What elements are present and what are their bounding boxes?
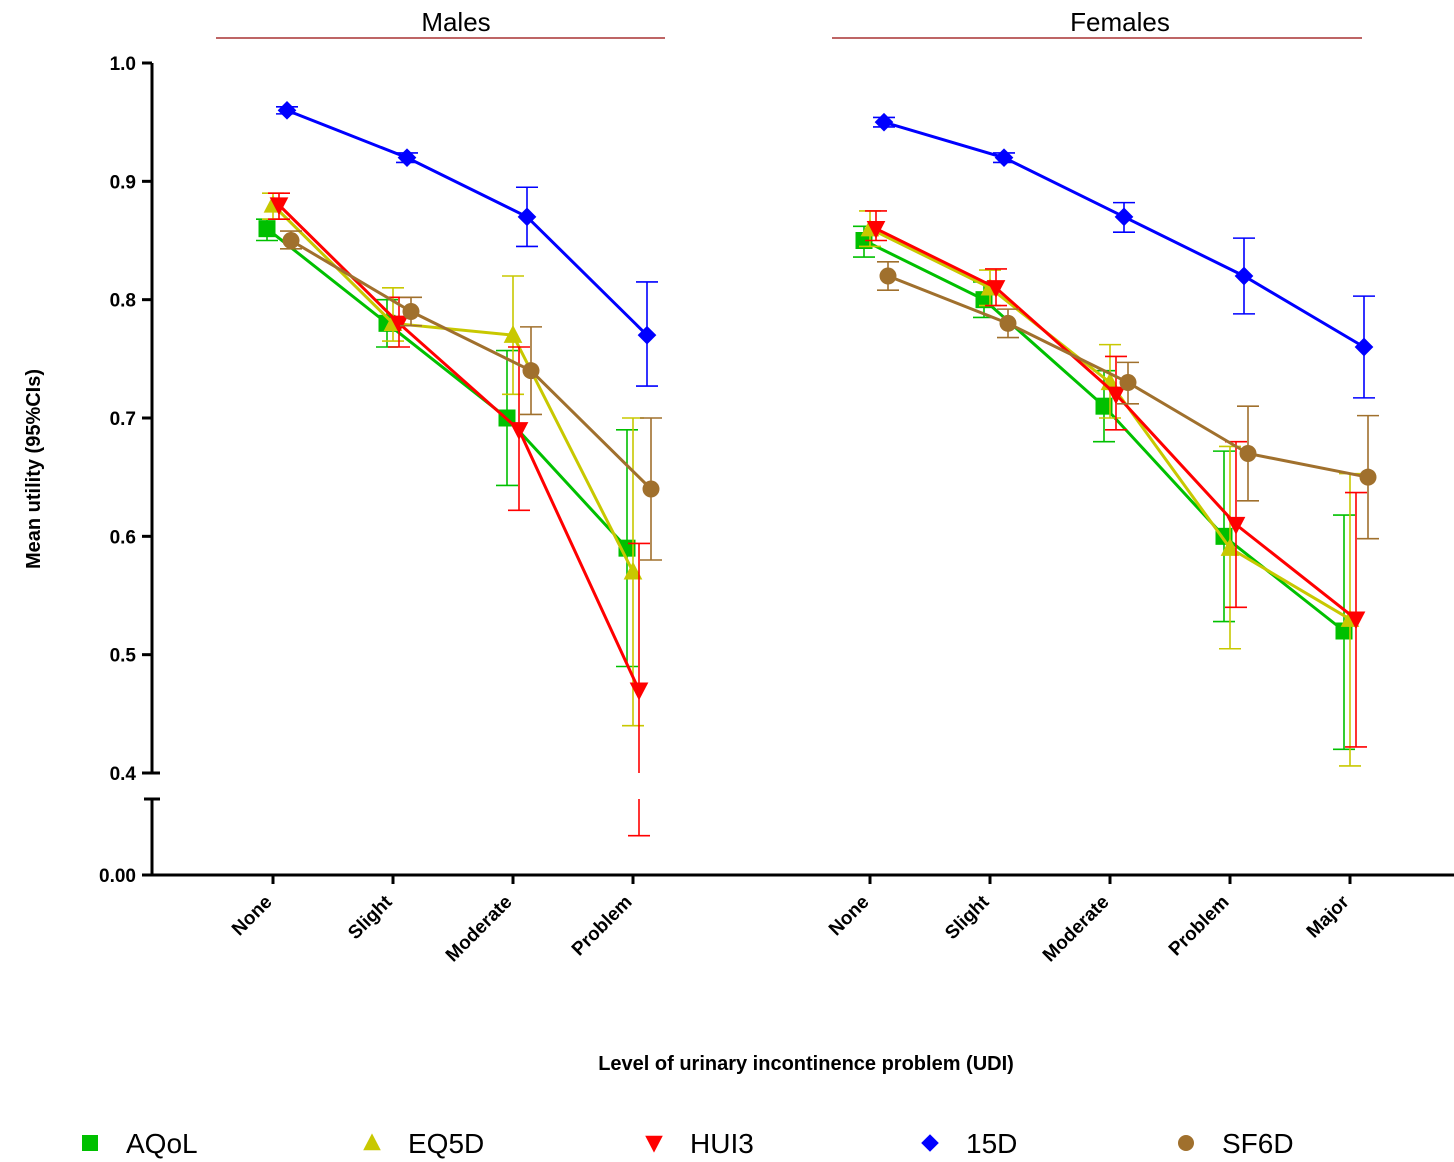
series-sf6d-males (280, 230, 662, 561)
data-point (986, 280, 1006, 299)
legend-label: SF6D (1222, 1128, 1294, 1159)
data-point (1106, 386, 1126, 405)
data-point (1095, 397, 1113, 415)
series-aqol-males (256, 218, 638, 668)
data-point (1114, 207, 1134, 227)
series-line (290, 239, 653, 491)
series-line (869, 227, 1351, 621)
series-sf6d-females (877, 260, 1379, 540)
data-point (866, 221, 886, 239)
legend-label: EQ5D (408, 1128, 484, 1159)
data-point (509, 422, 529, 441)
data-point (282, 232, 300, 249)
y-tick-label: 0.8 (110, 291, 136, 312)
legend-item-15d: 15D (921, 1128, 1017, 1159)
data-point (879, 267, 897, 285)
series-hui3-males (268, 192, 650, 837)
legend-item-sf6d: SF6D (1178, 1128, 1294, 1159)
legend-item-hui3: HUI3 (645, 1128, 754, 1159)
data-point (269, 197, 289, 216)
y-tick-label: 0.7 (110, 409, 136, 430)
data-point (258, 220, 276, 238)
series-line (277, 203, 641, 691)
legend-label: HUI3 (690, 1128, 754, 1159)
legend-label: 15D (966, 1128, 1017, 1159)
data-point (1346, 611, 1366, 630)
series-line (271, 203, 635, 573)
x-tick-label: Problem (1165, 892, 1234, 961)
x-tick-label: Major (1303, 891, 1354, 942)
panel-title-females: Females (1070, 7, 1170, 37)
y-tick-label: 0.9 (110, 172, 136, 193)
data-point (1359, 468, 1377, 486)
panel-title-males: Males (421, 7, 490, 37)
x-tick-label: Slight (941, 891, 994, 944)
y-tick-label: 1.0 (110, 54, 136, 75)
data-point (629, 682, 649, 701)
y-tick-label: 0.4 (110, 764, 137, 785)
series-eq5d-males (262, 192, 644, 727)
y-axis-label: Mean utility (95%CIs) (23, 369, 45, 569)
data-point (994, 148, 1014, 168)
series-hui3-females (865, 210, 1367, 748)
series-line (883, 120, 1365, 349)
legend-marker (1178, 1135, 1194, 1151)
y-tick-label: 0.00 (99, 866, 136, 887)
data-point (1239, 445, 1257, 462)
legend-marker (363, 1133, 381, 1151)
y-tick-label: 0.6 (110, 527, 136, 548)
y-tick-label: 0.5 (110, 646, 137, 667)
legend-marker (645, 1135, 663, 1153)
series-15d-males (276, 100, 658, 387)
data-point (1354, 337, 1374, 357)
legend-item-aqol: AQoL (82, 1128, 198, 1159)
data-point (1119, 374, 1137, 391)
data-point (642, 480, 660, 498)
data-point (1220, 537, 1240, 556)
x-tick-label: None (825, 892, 873, 940)
legend-label: AQoL (126, 1128, 198, 1159)
series-aqol-females (853, 225, 1355, 751)
data-point (277, 100, 297, 120)
series-line (286, 108, 649, 337)
data-point (389, 315, 409, 334)
series-line (266, 227, 629, 550)
data-point (637, 325, 657, 345)
data-point (402, 303, 420, 320)
data-point (522, 362, 540, 380)
data-point (1234, 266, 1254, 286)
x-axis-label: Level of urinary incontinence problem (U… (598, 1053, 1014, 1075)
legend-marker (82, 1135, 98, 1151)
data-point (999, 314, 1017, 332)
data-point (1226, 516, 1246, 535)
legend-item-eq5d: EQ5D (363, 1128, 484, 1159)
data-point (874, 112, 894, 132)
x-tick-label: Moderate (1039, 892, 1114, 967)
series-15d-females (873, 112, 1375, 399)
x-tick-label: Slight (344, 891, 397, 944)
data-point (623, 561, 643, 580)
x-tick-label: Moderate (442, 892, 517, 967)
x-tick-label: Problem (568, 892, 637, 961)
x-tick-label: None (228, 892, 276, 940)
data-point (397, 148, 417, 168)
data-point (503, 324, 523, 343)
data-point (517, 207, 537, 227)
legend-marker (921, 1134, 939, 1152)
